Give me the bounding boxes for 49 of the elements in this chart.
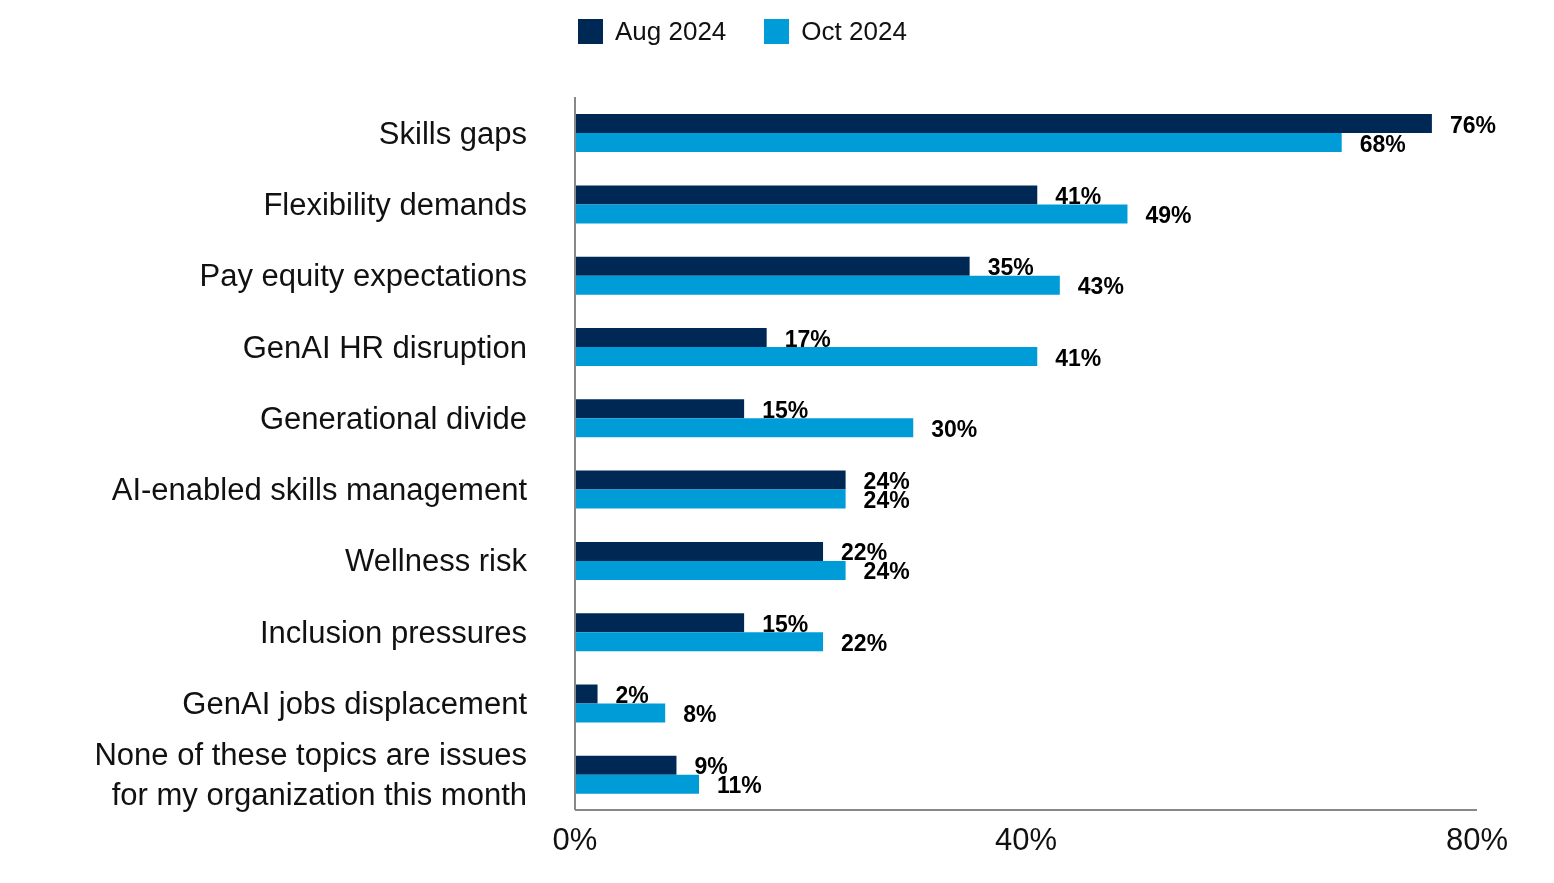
- y-tick-label: Generational divide: [259, 400, 527, 436]
- bar: [575, 418, 914, 438]
- bar: [575, 774, 700, 794]
- y-tick-label: None of these topics are issues for my organization this month: [94, 736, 527, 812]
- bar: [575, 541, 824, 561]
- y-tick-label: Flexibility demands: [263, 186, 527, 222]
- data-label: 30%: [931, 415, 978, 442]
- bar: [575, 755, 677, 775]
- data-label: 2%: [615, 682, 649, 709]
- bar: [575, 256, 970, 276]
- y-tick-label: Pay equity expectations: [199, 257, 527, 293]
- bar: [575, 133, 1342, 153]
- data-label: 41%: [1055, 344, 1102, 371]
- y-tick-label: GenAI HR disruption: [242, 329, 527, 365]
- bar: [575, 560, 846, 580]
- bar: [575, 684, 598, 704]
- bar: [575, 204, 1128, 224]
- data-label: 22%: [841, 629, 888, 656]
- x-tick-label: 80%: [1445, 822, 1509, 858]
- data-label: 41%: [1055, 182, 1102, 209]
- bar: [575, 470, 846, 490]
- legend-label: Oct 2024: [801, 16, 907, 47]
- data-label: 49%: [1145, 201, 1192, 228]
- data-label: 68%: [1359, 130, 1406, 157]
- bar: [575, 613, 745, 633]
- bar: [575, 703, 666, 723]
- y-tick-label: Wellness risk: [344, 542, 528, 578]
- data-label: 8%: [683, 701, 717, 728]
- bar: [575, 632, 824, 652]
- x-tick-label: 40%: [994, 822, 1058, 858]
- y-tick-label: GenAI jobs displacement: [182, 685, 528, 721]
- bar: [575, 275, 1060, 295]
- y-tick-label: AI-enabled skills management: [111, 471, 528, 507]
- data-label: 43%: [1077, 273, 1124, 300]
- bar: [575, 114, 1432, 134]
- y-tick-label: Skills gaps: [378, 115, 527, 151]
- data-label: 15%: [762, 610, 809, 637]
- data-label: 17%: [784, 325, 831, 352]
- bar: [575, 328, 767, 348]
- bar: [575, 399, 745, 419]
- bar: [575, 185, 1038, 205]
- bar: [575, 489, 846, 509]
- x-tick-label: 0%: [552, 822, 598, 858]
- data-label: 76%: [1449, 111, 1496, 138]
- data-label: 35%: [987, 254, 1034, 281]
- bar: [575, 347, 1038, 367]
- y-tick-label: Inclusion pressures: [259, 614, 527, 650]
- legend-label: Aug 2024: [615, 16, 727, 47]
- data-label: 15%: [762, 396, 809, 423]
